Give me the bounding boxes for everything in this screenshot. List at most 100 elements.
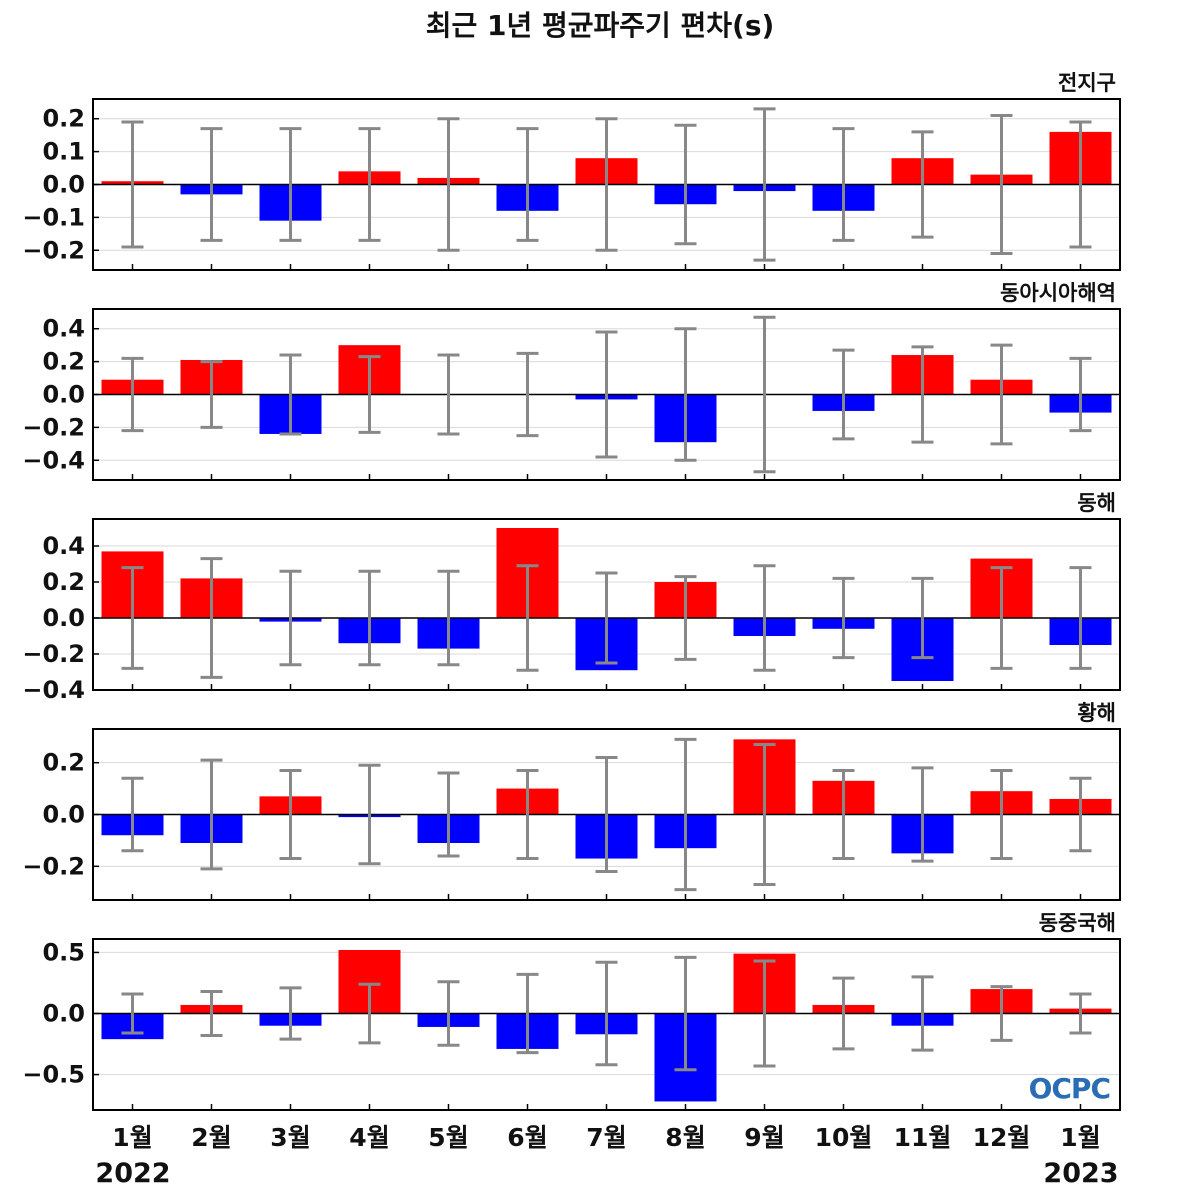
y-tick-label: 0.0: [42, 801, 85, 829]
error-bar: [121, 566, 144, 670]
error-bar: [437, 569, 460, 667]
error-bar: [1069, 356, 1092, 433]
error-bar: [437, 980, 460, 1047]
error-bar: [437, 771, 460, 858]
y-tick-label: 0.0: [42, 171, 85, 199]
error-bar: [279, 569, 302, 667]
x-axis: 1월 2월 3월 4월 5월 6월 7월 8월 9월 10월 11월 12월 1월: [112, 1123, 1100, 1152]
y-tick-label: −0.1: [22, 203, 85, 231]
error-bar: [279, 768, 302, 861]
x-tick-label: 8월: [665, 1123, 705, 1152]
error-bar: [595, 756, 618, 873]
error-bar: [832, 348, 855, 441]
panel-title: 동해: [1077, 491, 1116, 515]
error-bar: [437, 353, 460, 436]
error-bar: [358, 569, 381, 667]
y-tick-label: 0.4: [42, 315, 85, 343]
error-bar: [595, 960, 618, 1067]
error-bar: [516, 768, 539, 861]
error-bar: [200, 360, 223, 429]
y-tick-label: 0.0: [42, 604, 85, 632]
y-tick-label: −0.4: [22, 446, 85, 474]
x-tick-label: 11월: [894, 1123, 952, 1152]
x-tick-label: 3월: [270, 1123, 310, 1152]
error-bar: [358, 355, 381, 434]
error-bar: [595, 571, 618, 665]
y-tick-label: 0.0: [42, 381, 85, 409]
error-bar: [516, 972, 539, 1055]
x-tick-label: 4월: [349, 1123, 389, 1152]
error-bar: [753, 564, 776, 672]
error-bar: [200, 990, 223, 1037]
error-bar: [121, 992, 144, 1035]
error-bar: [595, 330, 618, 459]
y-tick-label: 0.2: [42, 749, 85, 777]
y-tick-label: −0.2: [22, 640, 85, 668]
error-bar: [990, 566, 1013, 670]
error-bar: [121, 776, 144, 853]
y-tick-label: 0.2: [42, 105, 85, 133]
y-tick-label: 0.2: [42, 348, 85, 376]
panel: 0.4 0.2 0.0 −0.2 −0.4 동해: [22, 491, 1121, 704]
error-bar: [674, 737, 697, 892]
panel: 0.5 0.0 −0.5 동중국해: [22, 911, 1121, 1111]
error-bar: [516, 351, 539, 438]
x-tick-label: 1월: [112, 1123, 152, 1152]
error-bar: [279, 127, 302, 242]
error-bar: [753, 315, 776, 474]
panel-title: 전지구: [1058, 71, 1116, 95]
panel-title: 황해: [1077, 701, 1116, 725]
chart-title: 최근 1년 평균파주기 편차(s): [426, 9, 775, 42]
error-bar: [200, 557, 223, 679]
x-tick-label: 12월: [973, 1123, 1031, 1152]
error-bar: [911, 975, 934, 1052]
panels: 0.2 0.1 0.0 −0.1 −0.2 전지구 0.4 0.2 0.0 −0.2 −0.4 동아시…: [22, 71, 1121, 1111]
x-tick-label: 6월: [507, 1123, 547, 1152]
error-bar: [674, 123, 697, 246]
error-bar: [358, 982, 381, 1045]
error-bar: [200, 127, 223, 242]
y-tick-label: −0.4: [22, 676, 85, 704]
error-bar: [279, 986, 302, 1041]
x-tick-label: 7월: [586, 1123, 626, 1152]
panel: 0.2 0.0 −0.2 황해: [22, 701, 1121, 901]
error-bar: [990, 343, 1013, 446]
error-bar: [674, 955, 697, 1072]
x-tick-label: 5월: [428, 1123, 468, 1152]
x-tick-label: 2월: [191, 1123, 231, 1152]
error-bar: [1069, 120, 1092, 249]
panel-title: 동중국해: [1039, 911, 1116, 935]
y-tick-label: 0.5: [42, 938, 85, 966]
error-bar: [753, 107, 776, 262]
error-bar: [832, 768, 855, 861]
error-bar: [832, 576, 855, 660]
error-bar: [1069, 776, 1092, 853]
error-bar: [911, 766, 934, 863]
error-bar: [832, 976, 855, 1051]
error-bar: [674, 327, 697, 462]
y-tick-label: −0.2: [22, 413, 85, 441]
error-bar: [358, 127, 381, 242]
y-tick-label: 0.1: [42, 138, 85, 166]
error-bar: [911, 345, 934, 444]
y-tick-label: −0.2: [22, 852, 85, 880]
error-bar: [437, 117, 460, 252]
error-bar: [990, 113, 1013, 256]
year-end-label: 2023: [1043, 1158, 1118, 1189]
error-bar: [990, 768, 1013, 861]
x-tick-label: 1월: [1060, 1123, 1100, 1152]
error-bar: [753, 743, 776, 886]
error-bar: [279, 353, 302, 436]
error-bar: [753, 959, 776, 1068]
error-bar: [200, 758, 223, 871]
error-bar: [121, 120, 144, 249]
panel: 0.4 0.2 0.0 −0.2 −0.4 동아시아해역: [22, 281, 1121, 481]
x-tick-label: 10월: [815, 1123, 873, 1152]
error-bar: [990, 985, 1013, 1042]
y-tick-label: 0.2: [42, 568, 85, 596]
error-bar: [516, 564, 539, 672]
y-tick-label: 0.4: [42, 532, 85, 560]
x-tick-label: 9월: [744, 1123, 784, 1152]
error-bar: [358, 763, 381, 866]
